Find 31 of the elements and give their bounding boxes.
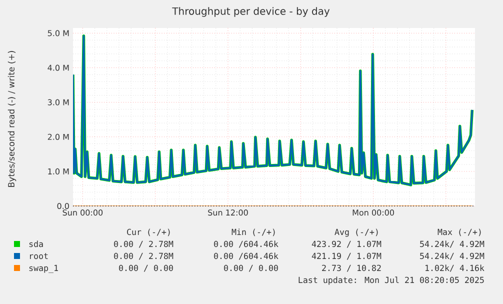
text: Avg (-/+) [334, 228, 378, 237]
text: 1.02k/ 4.16k [426, 264, 484, 272]
text: Last update: Mon Jul 21 08:20:05 2025 [298, 276, 484, 285]
text: 0.00 / 2.78M [114, 240, 174, 248]
y-tick-label: 0.0 [57, 202, 69, 210]
text: 0.00 /604.46k [214, 252, 278, 260]
y-tick-label: 1.0 M [48, 168, 69, 174]
x-tick-label: Mon 00:00 [352, 210, 394, 216]
legend-label: sda [29, 240, 43, 248]
y-tick-label: 5.0 M [48, 30, 69, 36]
text: Max (-/+) [438, 228, 481, 236]
x-tick-label: Sun 12:00 [208, 210, 248, 216]
text: 0.00 /604.46k [214, 240, 278, 248]
text: 54.24k/ 4.92M [420, 252, 484, 260]
y-tick-label: 2.0 M [48, 134, 69, 140]
chart-title: Throughput per device - by day [172, 7, 330, 17]
text: 0.00 / 0.00 [119, 264, 173, 272]
legend-label: root [30, 253, 48, 260]
text: 0.00 / 0.00 [224, 264, 278, 272]
text: 0.00 / 2.78M [114, 252, 174, 260]
y-tick-label: 4.0 M [48, 64, 69, 71]
text: 54.24k/ 4.92M [420, 240, 484, 248]
y-axis-title: Bytes/second read (-) / write (+) [8, 51, 16, 187]
text: Cur (-/+) [127, 228, 170, 236]
text: 421.19 / 1.07M [312, 252, 382, 260]
text: 2.73 / 10.82 [322, 264, 381, 272]
legend-label: swap_1 [29, 264, 58, 273]
text: Min (-/+) [232, 228, 275, 236]
x-tick-label: Sun 00:00 [62, 210, 103, 216]
text: 423.92 / 1.07M [312, 240, 382, 248]
y-tick-label: 3.0 M [48, 99, 69, 106]
